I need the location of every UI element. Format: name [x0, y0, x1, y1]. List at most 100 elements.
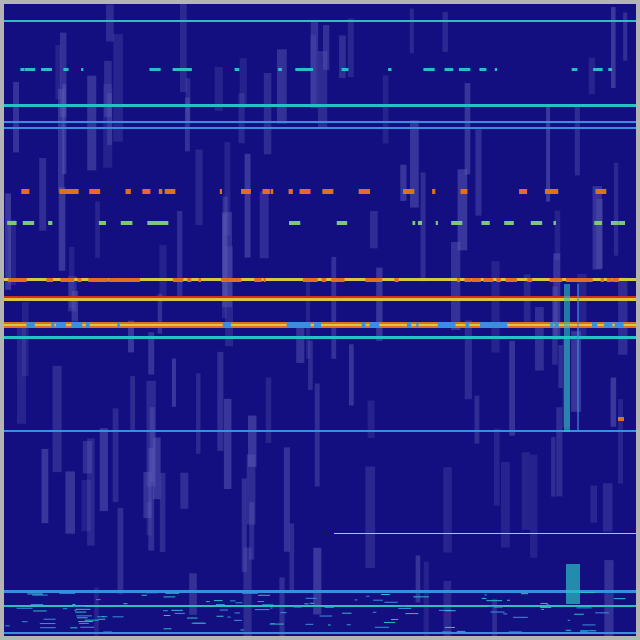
signal-burst	[331, 278, 339, 282]
noise-streak	[410, 120, 419, 208]
signal-burst	[59, 592, 76, 594]
signal-burst	[444, 68, 454, 71]
signal-burst	[504, 221, 514, 225]
signal-burst	[215, 604, 225, 606]
signal-burst	[206, 601, 210, 603]
noise-streak	[103, 84, 113, 168]
signal-burst	[75, 608, 91, 610]
signal-burst	[288, 189, 293, 194]
signal-burst	[557, 278, 563, 282]
signal-burst	[157, 221, 167, 225]
signal-burst	[458, 68, 471, 71]
signal-burst	[613, 598, 626, 600]
noise-streak	[339, 35, 346, 79]
signal-line	[4, 298, 636, 301]
noise-streak	[59, 32, 67, 118]
signal-burst	[388, 68, 392, 71]
signal-burst	[483, 278, 494, 282]
signal-burst	[606, 278, 612, 282]
noise-streak	[551, 437, 556, 497]
signal-burst	[444, 322, 456, 328]
signal-burst	[98, 618, 106, 620]
signal-burst	[40, 627, 56, 629]
noise-streak	[52, 365, 62, 473]
signal-burst	[574, 278, 586, 282]
noise-streak	[451, 241, 461, 330]
signal-burst	[358, 189, 371, 194]
noise-streak	[217, 351, 224, 451]
signal-burst	[314, 278, 318, 282]
noise-streak	[464, 320, 472, 400]
noise-streak	[529, 454, 538, 558]
signal-burst	[394, 278, 399, 282]
signal-burst	[163, 628, 172, 630]
noise-streak	[376, 267, 383, 341]
noise-streak	[265, 377, 272, 444]
noise-streak	[443, 580, 452, 636]
noise-streak	[574, 104, 580, 176]
signal-burst	[554, 322, 559, 328]
waterfall-background	[4, 4, 636, 636]
noise-streak	[296, 325, 305, 363]
signal-burst	[27, 593, 43, 595]
signal-burst	[286, 322, 296, 328]
signal-burst	[51, 322, 55, 328]
signal-burst	[11, 221, 17, 225]
signal-burst	[90, 189, 101, 194]
noise-streak	[596, 198, 603, 269]
signal-burst	[441, 631, 452, 633]
signal-line	[4, 590, 636, 593]
signal-burst	[33, 610, 47, 612]
signal-burst	[48, 221, 53, 225]
signal-burst	[254, 609, 270, 611]
signal-burst	[165, 592, 180, 594]
signal-burst	[240, 629, 244, 631]
noise-streak	[313, 547, 322, 615]
noise-streak	[592, 186, 602, 270]
signal-burst	[73, 605, 86, 607]
signal-burst	[319, 615, 333, 617]
signal-burst	[230, 600, 236, 602]
noise-streak	[306, 279, 311, 359]
signal-burst	[567, 619, 571, 621]
signal-burst	[341, 68, 349, 71]
signal-burst	[604, 322, 613, 328]
signal-burst	[128, 278, 141, 282]
signal-burst	[304, 603, 309, 605]
signal-burst	[451, 221, 463, 225]
signal-burst	[120, 221, 133, 225]
noise-streak	[189, 573, 197, 615]
noise-streak	[623, 12, 628, 61]
noise-streak	[420, 172, 426, 282]
signal-burst	[108, 278, 120, 282]
noise-streak	[179, 4, 187, 93]
signal-burst	[508, 631, 522, 633]
signal-burst	[69, 278, 73, 282]
signal-burst	[486, 600, 503, 602]
signal-line	[4, 632, 636, 634]
signal-burst	[153, 68, 161, 71]
signal-burst	[300, 68, 313, 71]
vertical-signal	[577, 284, 579, 432]
noise-streak	[55, 45, 61, 100]
noise-streak	[8, 219, 16, 286]
signal-burst	[46, 278, 54, 282]
signal-burst	[346, 624, 351, 626]
noise-streak	[491, 261, 500, 353]
signal-burst	[592, 322, 598, 328]
vertical-signal	[564, 284, 570, 432]
signal-burst	[24, 68, 36, 71]
noise-streak	[222, 196, 228, 301]
signal-burst	[416, 322, 419, 328]
signal-burst	[567, 278, 578, 282]
signal-burst	[149, 221, 161, 225]
signal-burst	[485, 322, 497, 328]
signal-burst	[540, 602, 548, 604]
signal-burst	[456, 278, 461, 282]
noise-streak	[571, 331, 582, 412]
signal-burst	[227, 616, 231, 618]
signal-burst	[374, 626, 390, 628]
signal-burst	[484, 594, 487, 596]
signal-burst	[305, 623, 314, 625]
signal-burst	[481, 597, 487, 599]
